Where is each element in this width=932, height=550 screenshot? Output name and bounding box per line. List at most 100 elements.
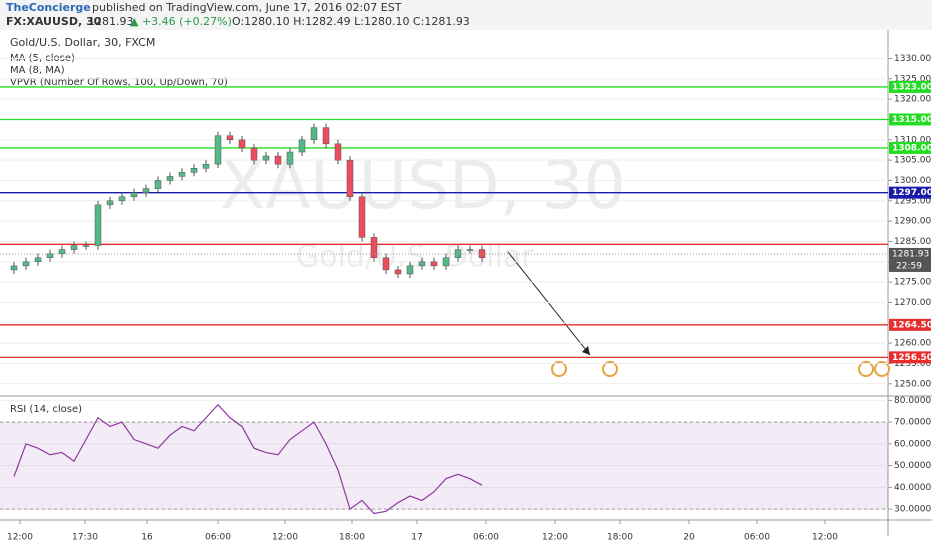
y-tick-label: 1310.00 (894, 135, 931, 145)
x-tick-label: 12:00 (812, 533, 838, 543)
candle-body (370, 237, 378, 258)
level-badge (889, 113, 931, 126)
legend-item: MA (8, MA) (10, 65, 65, 76)
y-tick-label: 1305.00 (894, 156, 931, 166)
candle-body (10, 265, 18, 271)
last: 1281.93 (88, 15, 134, 28)
candle-body (106, 200, 114, 206)
candle-body (82, 245, 90, 247)
candle-body (58, 249, 66, 254)
x-tick-label: 17 (411, 533, 422, 543)
ohlc: O:1280.10 H:1282.49 L:1280.10 C:1281.93 (232, 15, 470, 28)
candle-body (274, 155, 282, 165)
y-tick-label: 1270.00 (894, 298, 931, 308)
x-tick-label: 06:00 (473, 533, 499, 543)
candle-body (46, 253, 54, 258)
candle-body (22, 261, 30, 267)
candle-body (154, 180, 162, 189)
candle-body (250, 147, 258, 161)
last-price-badge (889, 247, 931, 272)
level-label: 1264.50 (892, 320, 932, 330)
level-label: 1315.00 (892, 115, 932, 125)
level-badge (889, 186, 931, 199)
candle-body (442, 257, 450, 267)
x-tick-label: 06:00 (205, 533, 231, 543)
arrowhead (582, 346, 590, 355)
x-tick-label: 16 (141, 533, 153, 543)
x-tick-label: 06:00 (744, 533, 770, 543)
level-badge (889, 351, 931, 364)
y-tick-label: 60.0000 (894, 439, 931, 449)
candle-body (190, 168, 198, 173)
x-tick-label: 17:30 (72, 533, 98, 543)
arrow (507, 251, 591, 356)
candle-body (454, 249, 462, 258)
change: ▲ +3.46 (+0.27%) (130, 15, 232, 28)
symbol: FX:XAUUSD, 30 (6, 15, 102, 28)
candle-body (286, 151, 294, 165)
candle-body (394, 269, 402, 275)
candle-body (346, 159, 354, 197)
pane-title: Gold/U.S. Dollar, 30, FXCM (10, 36, 155, 49)
level-badge (889, 80, 931, 93)
rsi-line (13, 403, 483, 515)
y-tick-label: 80.0000 (894, 396, 931, 406)
y-tick-label: 1325.00 (894, 74, 931, 84)
watermark-sub: Gold/U.S. Dollar (296, 240, 534, 275)
x-tick-label: 20 (683, 533, 695, 543)
x-tick-label: 12:00 (272, 533, 298, 543)
y-tick-label: 1290.00 (894, 217, 931, 227)
x-tick-label: 18:00 (607, 533, 633, 543)
y-tick-label: 1250.00 (894, 379, 931, 389)
candle-body (130, 192, 138, 197)
candle-body (238, 139, 246, 149)
candle-body (310, 127, 318, 141)
candle-body (430, 261, 438, 267)
candle-body (94, 204, 102, 246)
published: published on TradingView.com, June 17, 2… (92, 1, 402, 14)
candle-body (466, 249, 474, 251)
x-tick-label: 12:00 (7, 533, 33, 543)
y-tick-label: 1275.00 (894, 278, 931, 288)
candle-body (166, 176, 174, 181)
legend-item: VPVR (Number Of Rows, 100, Up/Down, 70) (10, 77, 228, 88)
candle-body (70, 245, 78, 250)
pane-title: RSI (14, close) (10, 404, 82, 415)
level-label: 1297.00 (892, 188, 932, 198)
y-tick-label: 1320.00 (894, 95, 931, 105)
x-tick-label: 12:00 (542, 533, 568, 543)
y-tick-label: 1260.00 (894, 339, 931, 349)
level-label: 1323.00 (892, 82, 932, 92)
candle-body (262, 155, 270, 161)
candle-body (118, 196, 126, 202)
level-badge (889, 318, 931, 331)
candle-body (382, 257, 390, 271)
x-tick-label: 18:00 (339, 533, 365, 543)
candle-body (214, 135, 222, 165)
author: TheConcierge (6, 1, 91, 14)
candle-body (226, 135, 234, 141)
candle-body (298, 139, 306, 153)
candle-body (334, 143, 342, 161)
candle-body (358, 196, 366, 238)
candle-body (142, 188, 150, 193)
rsi-band (0, 422, 888, 510)
y-tick-label: 1300.00 (894, 176, 931, 186)
y-tick-label: 1295.00 (894, 196, 931, 206)
y-tick-label: 1255.00 (894, 359, 931, 369)
header-bar (0, 0, 932, 30)
event-icons (551, 361, 890, 377)
last-price-time: 22:59 (896, 261, 922, 271)
y-tick-label: 30.0000 (894, 505, 931, 515)
candle-body (478, 249, 486, 258)
candle-body (322, 127, 330, 145)
y-tick-label: 50.0000 (894, 461, 931, 471)
level-label: 1256.50 (892, 353, 932, 363)
level-label: 1308.00 (892, 143, 932, 153)
candle-body (34, 257, 42, 263)
y-tick-label: 40.0000 (894, 483, 931, 493)
y-tick-label: 1330.00 (894, 54, 931, 64)
